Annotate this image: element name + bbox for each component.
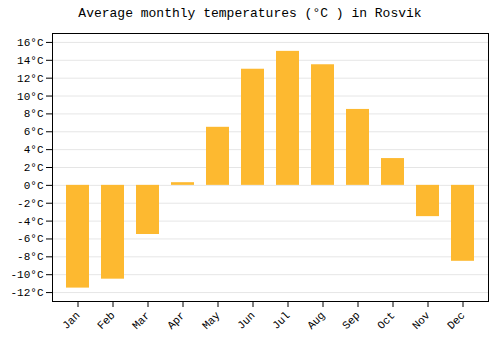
svg-text:10°C: 10°C [17, 91, 44, 103]
svg-text:Apr: Apr [165, 309, 187, 331]
svg-text:Feb: Feb [95, 309, 117, 331]
svg-text:Jun: Jun [235, 309, 257, 331]
svg-text:12°C: 12°C [17, 73, 44, 85]
svg-text:Mar: Mar [130, 309, 152, 331]
svg-text:-8°C: -8°C [17, 251, 44, 263]
svg-text:-2°C: -2°C [17, 198, 44, 210]
svg-text:Nov: Nov [410, 309, 433, 332]
svg-text:May: May [200, 309, 223, 332]
svg-text:Oct: Oct [375, 309, 397, 331]
svg-text:-6°C: -6°C [17, 233, 44, 245]
svg-text:14°C: 14°C [17, 55, 44, 67]
svg-text:4°C: 4°C [24, 144, 44, 156]
svg-text:6°C: 6°C [24, 126, 44, 138]
svg-text:8°C: 8°C [24, 108, 44, 120]
svg-text:2°C: 2°C [24, 162, 44, 174]
html-text:Average monthly temperatures (: Average monthly temperatures (°C ) in Ro… [78, 6, 422, 21]
svg-text:-4°C: -4°C [17, 216, 44, 228]
svg-text:Aug: Aug [305, 309, 327, 331]
svg-text:Dec: Dec [445, 309, 467, 331]
svg-text:-10°C: -10°C [10, 269, 43, 281]
svg-text:0°C: 0°C [24, 180, 44, 192]
svg-text:Jul: Jul [270, 309, 292, 331]
svg-text:Jan: Jan [60, 309, 82, 331]
svg-text:-12°C: -12°C [10, 287, 43, 299]
svg-text:16°C: 16°C [17, 37, 44, 49]
svg-text:Sep: Sep [340, 309, 362, 331]
